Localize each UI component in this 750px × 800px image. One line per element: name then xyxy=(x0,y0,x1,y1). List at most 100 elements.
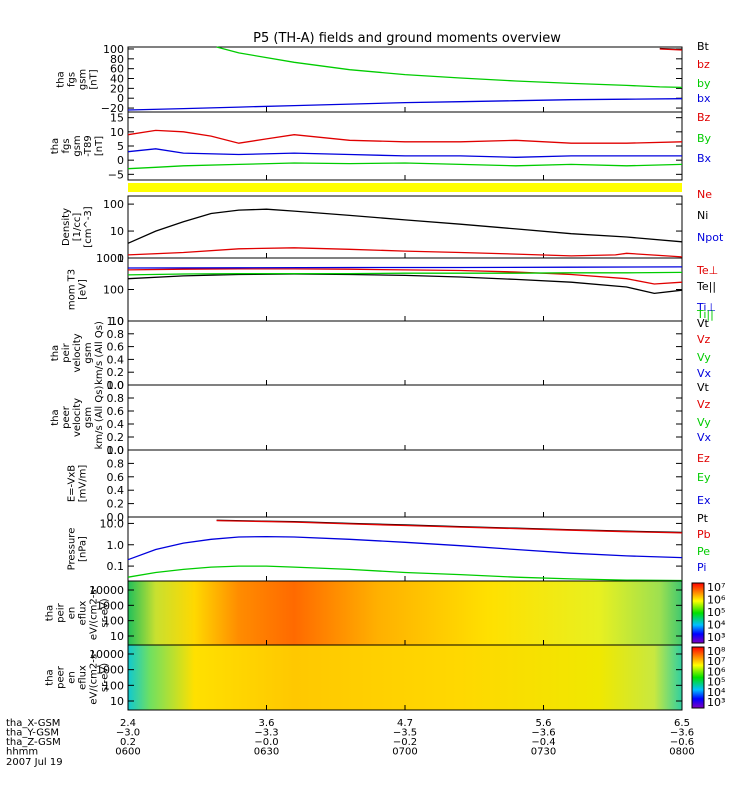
ephemeris-value: 6.5 xyxy=(674,718,690,729)
y-tick-label: 0.2 xyxy=(107,366,125,379)
colorbar xyxy=(691,646,705,709)
colorbar-tick-label: 10⁷ xyxy=(707,581,725,594)
date-label: 2007 Jul 19 xyxy=(6,757,63,768)
colorbar-tick-label: 10⁵ xyxy=(707,606,725,619)
colorbar-tick-label: 10⁶ xyxy=(707,594,726,607)
y-tick-label: 100 xyxy=(103,198,124,211)
y-tick-label: 15 xyxy=(110,112,124,125)
y-tick-label: 10 xyxy=(110,315,124,328)
y-tick-label: 0.8 xyxy=(107,328,125,341)
legend-entry: Vy xyxy=(697,416,711,429)
ephemeris-value: 3.6 xyxy=(259,718,275,729)
series-line-bx xyxy=(127,98,683,111)
y-tick-label: 1000 xyxy=(96,599,124,612)
panel-pressure: 10.0 1.0 0.1 Pressure [nPa] Pt Pb Pe Pi xyxy=(67,512,711,582)
y-tick-label: 0.2 xyxy=(107,431,125,444)
series-line-by xyxy=(216,46,683,89)
y-tick-label: 1.0 xyxy=(107,315,125,328)
panel-density: 100 10 1 Density [1/cc] [cm^-3] Ne Ni Npot xyxy=(61,188,724,265)
figure-title: P5 (TH-A) fields and ground moments over… xyxy=(253,31,561,46)
series-line-Ne xyxy=(127,247,683,258)
y-tick-label: −5 xyxy=(108,168,124,181)
ephemeris-value: 0.2 xyxy=(120,737,136,748)
legend-entry: Bz xyxy=(697,111,711,124)
y-tick-label: 10 xyxy=(110,630,124,643)
legend-entry: Ez xyxy=(697,452,710,465)
y-axis-label: tha xyxy=(50,138,61,154)
y-axis-label: [cm^-3] xyxy=(83,206,94,247)
ephemeris-value: 4.7 xyxy=(397,718,413,729)
legend-entry: Ni xyxy=(697,209,708,222)
series-line-Ni xyxy=(127,208,683,244)
y-tick-label: 0.8 xyxy=(107,457,125,470)
legend-entry: Vt xyxy=(697,381,710,394)
y-tick-label: 60 xyxy=(110,63,124,76)
y-tick-label: 1 xyxy=(117,252,124,265)
y-tick-label: 0.4 xyxy=(107,484,125,497)
y-tick-label: 100 xyxy=(103,284,124,297)
y-axis-label: peir xyxy=(56,602,67,622)
y-axis-label: tha xyxy=(45,605,56,621)
legend-entry: by xyxy=(697,77,711,90)
y-tick-label: 40 xyxy=(110,73,124,86)
series-line-bz xyxy=(659,48,683,51)
ephemeris-value: 0800 xyxy=(669,747,694,758)
y-axis-label: eflux xyxy=(78,601,89,626)
series-line-Bz xyxy=(127,129,683,144)
series-line-Ti xyxy=(127,266,683,269)
y-tick-label: 5 xyxy=(117,140,124,153)
y-tick-label: 0.2 xyxy=(107,498,125,511)
y-tick-label: 0.6 xyxy=(107,405,125,418)
y-tick-label: 0.0 xyxy=(107,511,125,524)
y-tick-label: 100 xyxy=(103,43,124,56)
legend-entry: Ti|| xyxy=(696,308,714,321)
legend-entry: Te|| xyxy=(696,280,716,293)
legend-entry: Pe xyxy=(697,545,710,558)
colorbar-tick-label: 10⁵ xyxy=(707,676,725,689)
ephemeris-value: −3.6 xyxy=(670,728,694,739)
legend-entry: Pi xyxy=(697,561,706,574)
y-tick-label: 0.6 xyxy=(107,471,125,484)
y-tick-label: 10000 xyxy=(89,648,124,661)
y-tick-label: 0.0 xyxy=(107,444,125,457)
y-tick-label: 100 xyxy=(103,679,124,692)
y-axis-label: tha xyxy=(50,345,61,361)
y-axis-label: sr-eV) xyxy=(100,598,111,627)
series-line-Ti xyxy=(127,271,683,276)
legend-entry: Vz xyxy=(697,398,711,411)
ephemeris-label: hhmm xyxy=(6,747,38,758)
y-axis-label: eV/(cm2-s- xyxy=(89,585,100,640)
y-axis-label: peir xyxy=(61,342,72,362)
ephemeris-value: 0630 xyxy=(254,747,279,758)
y-axis-label: gsm xyxy=(78,69,89,90)
ephemeris-value: −3.0 xyxy=(116,728,140,739)
y-tick-label: 0.0 xyxy=(107,379,125,392)
ephemeris-value: −0.6 xyxy=(670,737,694,748)
legend-entry: Te⊥ xyxy=(696,264,718,277)
legend-entry: Ti⊥ xyxy=(696,301,716,314)
series-line-Pi xyxy=(127,535,683,561)
colorbar-tick-label: 10³ xyxy=(707,631,725,644)
ephemeris-value: −0.0 xyxy=(254,737,278,748)
colorbar-tick-label: 10⁸ xyxy=(707,645,726,658)
y-tick-label: 80 xyxy=(110,53,124,66)
y-axis-label: Pressure xyxy=(67,528,78,571)
y-axis-label: tha xyxy=(45,669,56,685)
legend-entry: bz xyxy=(697,58,710,71)
y-axis-label: Density xyxy=(61,208,72,246)
legend-entry: Vx xyxy=(697,431,712,444)
y-axis-label: velocity xyxy=(72,333,83,372)
y-axis-label: [mV/m] xyxy=(78,465,89,503)
y-axis-label: tha xyxy=(50,409,61,425)
y-tick-label: 10.0 xyxy=(100,517,125,530)
ephemeris-value: 0700 xyxy=(392,747,417,758)
legend-entry: Npot xyxy=(697,231,724,244)
legend-entry: Bx xyxy=(697,152,712,165)
panel-temperature: 1000 100 10 mom T3 [eV] Te⊥ Te|| Ti⊥Ti|| xyxy=(67,252,719,328)
